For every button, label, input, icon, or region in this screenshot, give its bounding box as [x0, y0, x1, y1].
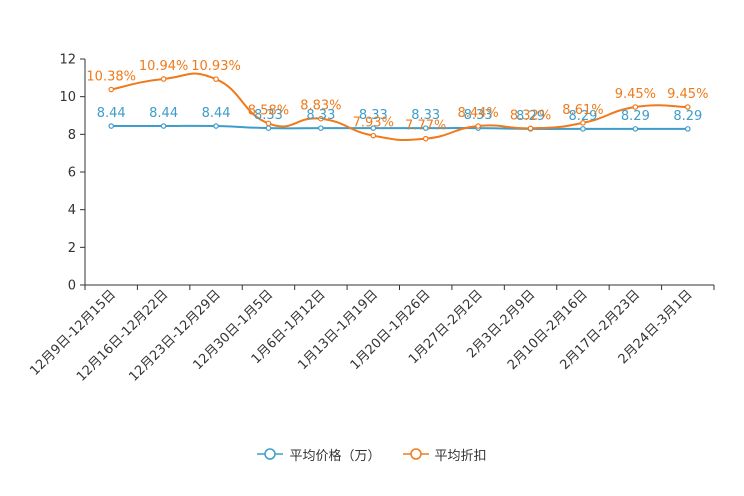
legend-swatch-discount — [402, 448, 429, 460]
y-tick-label: 10 — [59, 90, 76, 105]
data-label-discount: 10.93% — [191, 59, 241, 74]
data-label-discount: 8.61% — [562, 103, 603, 118]
data-label-price: 8.33 — [359, 108, 388, 123]
data-point-discount — [580, 120, 586, 126]
legend-swatch-price — [257, 448, 284, 460]
chart-legend: 平均价格（万） 平均折扣 — [0, 444, 744, 464]
data-point-price — [684, 126, 691, 132]
data-point-price — [318, 125, 324, 131]
data-label-discount: 9.45% — [615, 87, 656, 102]
data-label-discount: 8.32% — [510, 108, 551, 123]
data-labels-layer: 8.44 8.44 8.44 8.33 8.33 8.33 8.33 8.33 8.29 8.29… — [86, 59, 708, 134]
data-label-discount: 8.58% — [248, 103, 289, 118]
y-tick-label: 4 — [68, 203, 76, 218]
data-point-discount — [684, 104, 691, 110]
data-label-discount: 10.38% — [86, 70, 136, 85]
data-point-discount — [160, 76, 167, 82]
data-label-price: 8.44 — [202, 106, 231, 121]
y-tick-label: 8 — [68, 128, 76, 143]
data-point-price — [632, 126, 639, 132]
data-label-price: 8.33 — [254, 108, 283, 123]
data-point-price — [265, 125, 272, 131]
data-point-discount — [108, 86, 115, 93]
data-label-discount: 9.45% — [667, 87, 708, 102]
data-point-price — [213, 123, 219, 129]
data-label-price: 8.29 — [516, 109, 545, 124]
data-point-discount — [318, 115, 324, 122]
y-tick-label: 0 — [68, 279, 76, 294]
data-label-discount: 8.83% — [300, 99, 341, 114]
y-tick-label: 12 — [59, 53, 76, 68]
legend-item-price[interactable]: 平均价格（万） — [257, 445, 381, 464]
data-label-discount: 7.77% — [405, 119, 446, 134]
data-point-price — [160, 123, 167, 129]
x-tick-label: 12月16日-12月22日 — [74, 287, 171, 384]
data-label-discount: 10.94% — [139, 59, 189, 74]
data-point-discount — [265, 120, 272, 127]
data-point-discount — [370, 132, 377, 139]
data-point-price — [370, 125, 377, 131]
data-label-price: 8.44 — [97, 106, 126, 121]
chart-axes: 0 2 4 6 8 10 12 12月9日-12月15日12月16日-12月22日12月23日… — [27, 53, 715, 385]
data-label-price: 8.44 — [149, 106, 178, 121]
data-point-price — [422, 125, 429, 131]
x-tick-label: 12月9日-12月15日 — [27, 287, 119, 379]
series-line-discount — [111, 72, 688, 142]
data-point-price — [108, 123, 115, 129]
data-label-price: 8.33 — [464, 108, 493, 123]
data-label-price: 8.29 — [673, 109, 702, 124]
data-point-discount — [422, 135, 429, 142]
series-line-price — [111, 124, 688, 130]
legend-item-discount[interactable]: 平均折扣 — [402, 445, 487, 464]
data-label-price: 8.33 — [411, 108, 440, 123]
data-point-price — [580, 126, 586, 132]
legend-label-price: 平均价格（万） — [289, 448, 381, 464]
x-tick-label: 12月23日-12月29日 — [126, 287, 223, 384]
y-tick-label: 6 — [68, 166, 76, 181]
legend-label-discount: 平均折扣 — [434, 448, 487, 464]
data-point-discount — [213, 76, 219, 82]
data-point-discount — [527, 125, 534, 132]
data-point-discount — [632, 104, 639, 110]
data-label-price: 8.29 — [621, 109, 650, 124]
data-label-price: 8.33 — [306, 108, 335, 123]
y-tick-label: 2 — [68, 241, 76, 256]
data-label-discount: 7.93% — [353, 116, 394, 131]
data-label-discount: 8.44% — [457, 106, 498, 121]
chart-series-layer — [108, 72, 691, 142]
data-label-price: 8.29 — [568, 109, 597, 124]
data-point-discount — [475, 123, 481, 129]
